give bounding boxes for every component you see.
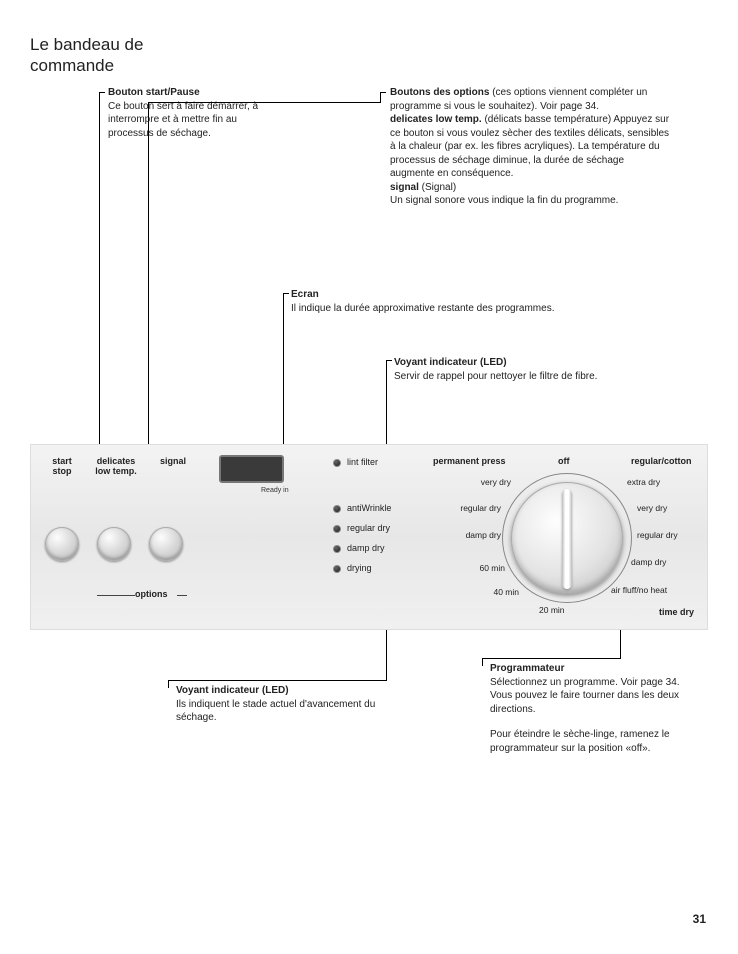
label-readyin: Ready in <box>261 487 289 494</box>
callout-ledf-b: Servir de rappel pour nettoyer le filtre… <box>394 370 684 384</box>
brace-line <box>177 595 187 596</box>
leader-line <box>148 102 381 103</box>
dial-regulardry-r: regular dry <box>637 530 678 540</box>
leader-line <box>386 360 392 361</box>
leader-line <box>283 293 284 463</box>
callout-leds-b: Ils indiquent le stade actuel d'avanceme… <box>176 698 376 725</box>
label-antiwrinkle: antiWrinkle <box>347 503 391 513</box>
led-antiwrinkle <box>333 505 341 513</box>
dial-airfluff: air fluff/no heat <box>611 585 667 595</box>
callout-opt-body3: Un signal sonore vous indique la fin du … <box>390 194 670 208</box>
label-dampdry: damp dry <box>347 543 385 553</box>
dial-extradry: extra dry <box>627 477 660 487</box>
callout-ecran-h: Ecran <box>291 289 319 300</box>
label-regulardry: regular dry <box>347 523 390 533</box>
callout-led-filter: Voyant indicateur (LED) Servir de rappel… <box>394 356 684 383</box>
control-panel: start stop delicates low temp. signal op… <box>30 444 708 630</box>
callout-prog-b1: Sélectionnez un programme. Voir page 34. <box>490 676 690 690</box>
signal-button[interactable] <box>149 527 183 561</box>
dial-verydry-l: very dry <box>471 477 511 487</box>
led-drying <box>333 565 341 573</box>
dial-20min: 20 min <box>539 605 565 615</box>
callout-programmateur: Programmateur Sélectionnez un programme.… <box>490 662 690 755</box>
dial-verydry-r: very dry <box>637 503 667 513</box>
dial-40min: 40 min <box>479 587 519 597</box>
dial-60min: 60 min <box>465 563 505 573</box>
callout-ledf-h: Voyant indicateur (LED) <box>394 357 507 368</box>
callout-prog-b3: Pour éteindre le sèche-linge, ramenez le… <box>490 728 690 755</box>
label-lintfilter: lint filter <box>347 457 378 467</box>
callout-start-heading: Bouton start/Pause <box>108 87 200 98</box>
leader-line <box>380 92 386 93</box>
callout-options: Boutons des options (ces options viennen… <box>390 86 670 208</box>
label-drying: drying <box>347 563 372 573</box>
page-title: Le bandeau de commande <box>30 34 180 77</box>
led-regulardry <box>333 525 341 533</box>
delicates-button[interactable] <box>97 527 131 561</box>
callout-ecran: Ecran Il indique la durée approximative … <box>291 288 651 315</box>
program-dial[interactable] <box>511 482 623 594</box>
callout-prog-b2: Vous pouvez le faire tourner dans les de… <box>490 689 690 716</box>
leader-line <box>482 658 621 659</box>
leader-line <box>482 658 483 666</box>
label-options: options <box>135 589 168 599</box>
leader-line <box>283 293 289 294</box>
callout-start-body: Ce bouton sert à faire démarrer, à inter… <box>108 100 283 141</box>
callout-start: Bouton start/Pause Ce bouton sert à fair… <box>108 86 283 140</box>
callout-opt-n3: (Signal) <box>419 182 456 193</box>
page-number: 31 <box>693 912 706 926</box>
dial-timedry: time dry <box>659 607 694 617</box>
leader-line <box>99 92 105 93</box>
callout-leds-h: Voyant indicateur (LED) <box>176 685 289 696</box>
callout-ecran-b: Il indique la durée approximative restan… <box>291 302 651 316</box>
label-off: off <box>558 456 570 466</box>
label-regularcotton: regular/cotton <box>631 456 692 466</box>
leader-line <box>380 92 381 102</box>
label-signal: signal <box>153 456 193 466</box>
lcd-screen <box>219 455 284 483</box>
dial-dampdry-l: damp dry <box>449 530 501 540</box>
label-delicates: delicates low temp. <box>91 456 141 476</box>
dial-regulardry-l: regular dry <box>449 503 501 513</box>
start-stop-button[interactable] <box>45 527 79 561</box>
led-dampdry <box>333 545 341 553</box>
led-lint-filter <box>333 459 341 467</box>
leader-line <box>168 680 387 681</box>
brace-line <box>97 595 135 596</box>
leader-line <box>168 680 169 688</box>
callout-opt-h1: Boutons des options <box>390 87 489 98</box>
dial-dampdry-r: damp dry <box>631 557 666 567</box>
callout-prog-h: Programmateur <box>490 663 564 674</box>
label-start-stop: start stop <box>45 456 79 476</box>
callout-opt-h3: signal <box>390 182 419 193</box>
callout-led-stage: Voyant indicateur (LED) Ils indiquent le… <box>176 684 376 725</box>
label-permanent: permanent press <box>433 456 506 466</box>
callout-opt-h2: delicates low temp. <box>390 114 482 125</box>
